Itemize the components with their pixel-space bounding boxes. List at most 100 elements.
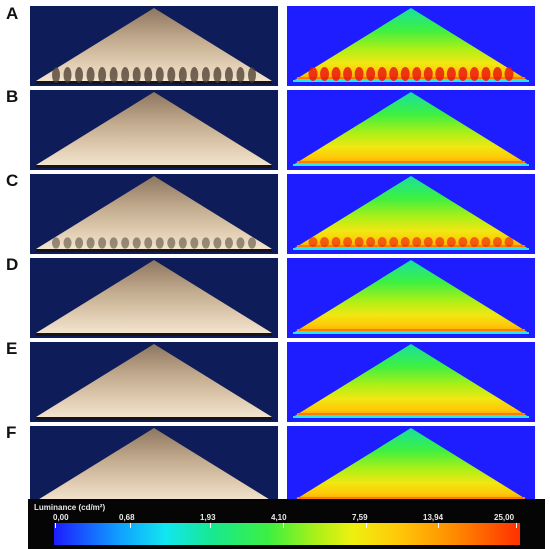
legend-tick-mark xyxy=(438,523,439,528)
edge-band xyxy=(293,416,529,418)
legend-tick-label: 0,00 xyxy=(53,513,69,522)
shadow-band xyxy=(190,237,199,249)
rendered-view-panel-e xyxy=(30,342,278,422)
rendered-view-panel-a xyxy=(30,6,278,86)
hot-band xyxy=(469,237,479,247)
shadow-band xyxy=(144,67,153,83)
shadow-band xyxy=(52,237,60,249)
hot-band xyxy=(400,237,410,247)
luminance-surface xyxy=(293,176,529,249)
hot-band xyxy=(366,237,376,247)
edge-band xyxy=(293,80,529,82)
edge-band xyxy=(293,248,529,250)
shadow-band xyxy=(132,67,141,83)
luminance-surface xyxy=(293,8,529,81)
legend-title: Luminance (cd/m²) xyxy=(34,503,106,512)
hot-band xyxy=(423,237,433,247)
shadow-band xyxy=(155,237,164,249)
hot-band xyxy=(435,237,445,247)
edge-band xyxy=(293,332,529,334)
shadow-band xyxy=(63,67,72,83)
legend-tick-label: 1,93 xyxy=(200,513,216,522)
shadow-band xyxy=(236,67,245,83)
hot-band xyxy=(377,67,387,81)
shadow-band xyxy=(213,237,222,249)
shadow-band xyxy=(155,67,164,83)
hot-band xyxy=(504,237,514,247)
false-color-panel-f xyxy=(287,426,535,506)
legend-tick-label: 7,59 xyxy=(352,513,368,522)
shadow-band xyxy=(132,237,141,249)
legend-color-bar xyxy=(54,523,520,545)
shadow-band xyxy=(98,237,107,249)
legend-tick-label: 25,00 xyxy=(494,513,515,522)
legend-tick-label: 4,10 xyxy=(271,513,287,522)
shadow-band xyxy=(75,237,84,249)
legend-tick-mark xyxy=(366,523,367,528)
hot-band xyxy=(412,237,422,247)
hot-band xyxy=(492,67,502,81)
hot-band xyxy=(492,237,502,247)
hot-band xyxy=(412,67,422,81)
shadow-band xyxy=(75,67,84,83)
hot-band xyxy=(366,67,376,81)
luminance-surface xyxy=(293,92,529,165)
row-label-c: C xyxy=(6,171,19,190)
hot-band xyxy=(481,67,491,81)
hot-band xyxy=(320,237,330,247)
hot-band xyxy=(435,67,445,81)
rendered-view-panel-b xyxy=(30,90,278,170)
luminance-surface xyxy=(293,344,529,417)
shadow-band xyxy=(109,67,118,83)
shadow-band xyxy=(52,67,60,83)
shadow-band xyxy=(224,67,233,83)
hot-band xyxy=(423,67,433,81)
shadow-band xyxy=(236,237,245,249)
legend-tick-mark xyxy=(55,523,56,528)
rendered-view-panel-c xyxy=(30,174,278,254)
shadow-band xyxy=(167,237,176,249)
hot-band xyxy=(320,67,330,81)
hot-band xyxy=(343,237,353,247)
hot-band xyxy=(400,67,410,81)
edge-band xyxy=(297,329,525,331)
legend-tick-label: 0,68 xyxy=(119,513,135,522)
edge-band xyxy=(293,164,529,166)
row-label-f: F xyxy=(6,423,17,442)
luminance-surface xyxy=(293,428,529,501)
hot-band xyxy=(354,237,364,247)
false-color-panel-c xyxy=(287,174,535,254)
legend-tick-mark xyxy=(130,523,131,528)
shadow-band xyxy=(201,237,210,249)
hot-band xyxy=(458,67,468,81)
false-color-panel-d xyxy=(287,258,535,338)
shadow-band xyxy=(190,67,199,83)
ramp-surface xyxy=(36,176,272,249)
row-label-b: B xyxy=(6,87,19,106)
hot-band xyxy=(354,67,364,81)
shadow-band xyxy=(178,67,187,83)
shadow-band xyxy=(121,237,130,249)
ramp-surface xyxy=(36,344,272,417)
legend-tick-mark xyxy=(516,523,517,528)
ramp-surface xyxy=(36,260,272,333)
row-label-e: E xyxy=(6,339,18,358)
shadow-band xyxy=(224,237,233,249)
legend-tick-mark xyxy=(283,523,284,528)
edge-band xyxy=(297,497,525,499)
shadow-band xyxy=(144,237,153,249)
edge-band xyxy=(297,413,525,415)
shadow-band xyxy=(86,67,95,83)
hot-band xyxy=(343,67,353,81)
legend-tick-label: 13,94 xyxy=(423,513,444,522)
base-shadow xyxy=(36,165,272,168)
shadow-band xyxy=(248,67,256,83)
shadow-band xyxy=(178,237,187,249)
base-shadow xyxy=(36,333,272,336)
base-shadow xyxy=(36,249,272,252)
shadow-band xyxy=(167,67,176,83)
hot-band xyxy=(446,237,456,247)
luminance-surface xyxy=(293,260,529,333)
hot-band xyxy=(458,237,468,247)
shadow-band xyxy=(86,237,95,249)
